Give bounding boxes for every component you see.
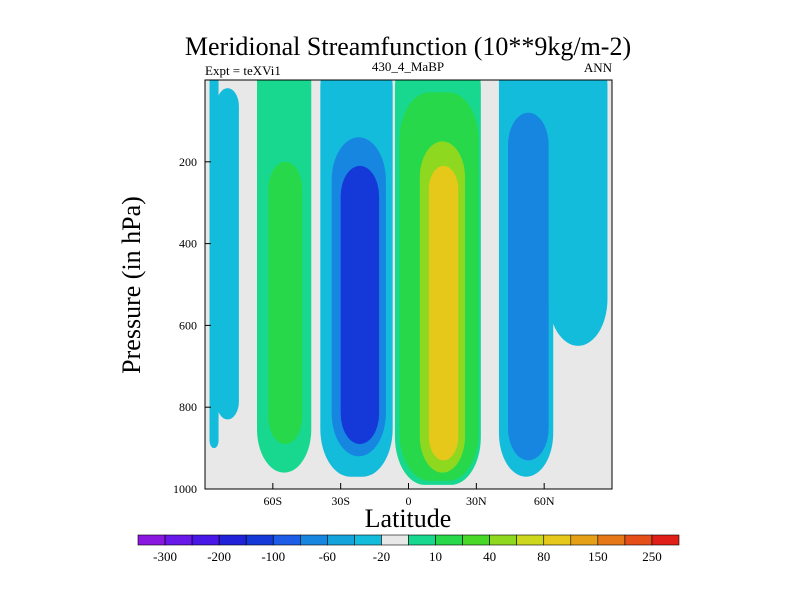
x-tick-label: 60S xyxy=(263,494,282,508)
colorbar-swatch xyxy=(543,534,572,546)
colorbar-swatch xyxy=(516,534,545,546)
y-tick-label: 200 xyxy=(179,155,197,169)
colorbar-swatch xyxy=(381,534,409,546)
y-axis: 200 400 600 800 1000 xyxy=(173,155,211,496)
y-tick-label: 1000 xyxy=(173,482,197,496)
x-tick-label: 30S xyxy=(331,494,350,508)
colorbar-swatch xyxy=(272,534,301,546)
experiment-label: Expt = teXVi1 xyxy=(205,63,281,78)
colorbar-label: -60 xyxy=(319,549,336,564)
colorbar-swatch xyxy=(218,534,247,546)
colorbar-label: -300 xyxy=(153,549,177,564)
colorbar-swatch xyxy=(191,534,220,546)
period-label: 430_4_MaBP xyxy=(372,59,444,74)
colorbar-swatch xyxy=(327,534,355,546)
colorbar-label: 10 xyxy=(429,549,442,564)
y-tick-label: 400 xyxy=(179,237,197,251)
x-tick-label: 60N xyxy=(534,494,555,508)
x-axis-label: Latitude xyxy=(365,504,452,533)
y-tick-label: 800 xyxy=(179,400,197,414)
contour-nh-hadley-core xyxy=(435,194,454,440)
colorbar-label: 250 xyxy=(642,549,662,564)
colorbar-label: 150 xyxy=(588,549,608,564)
colorbar-swatch xyxy=(597,534,626,546)
colorbar-label: -200 xyxy=(207,549,231,564)
contour-sh-polar-cell xyxy=(209,80,219,449)
colorbar-label: 80 xyxy=(537,549,550,564)
y-axis-label: Pressure (in hPa) xyxy=(117,196,146,374)
x-axis: 60S 30S 0 30N 60N xyxy=(263,483,555,508)
y-tick-label: 600 xyxy=(179,318,197,332)
colorbar-swatch xyxy=(164,534,193,546)
colorbar-swatch xyxy=(245,534,274,546)
contour-sh-polar-cell-main xyxy=(216,88,239,420)
colorbar-swatch xyxy=(570,534,599,546)
contour-nh-polar-cell xyxy=(548,80,608,346)
colorbar-swatch xyxy=(137,534,166,546)
colorbar-label: -20 xyxy=(373,549,390,564)
colorbar-swatch xyxy=(489,534,517,546)
colorbar-label: 40 xyxy=(483,549,496,564)
x-tick-label: 30N xyxy=(466,494,487,508)
colorbar-swatch xyxy=(462,534,490,546)
colorbar-swatch xyxy=(354,534,382,546)
colorbar-swatch xyxy=(435,534,463,546)
x-tick-label: 0 xyxy=(406,494,412,508)
contour-nh-ferrel-core xyxy=(507,112,549,461)
colorbar: -300 -200 -100 -60 -20 10 40 80 150 250 xyxy=(137,534,680,564)
contour-sh-ferrel-core xyxy=(268,161,303,445)
colorbar-swatch xyxy=(408,534,436,546)
colorbar-swatch xyxy=(299,534,328,546)
season-label: ANN xyxy=(584,60,613,75)
contour-layer xyxy=(209,80,608,485)
colorbar-swatch xyxy=(624,534,653,546)
chart-title: Meridional Streamfunction (10**9kg/m-2) xyxy=(185,32,631,61)
colorbar-swatch xyxy=(651,534,680,546)
colorbar-label: -100 xyxy=(261,549,285,564)
contour-sh-hadley-core xyxy=(349,194,373,424)
